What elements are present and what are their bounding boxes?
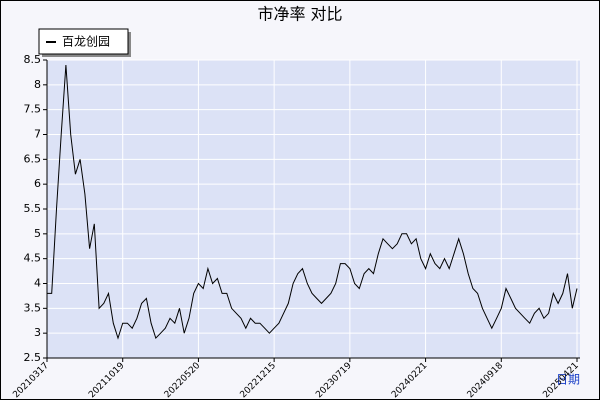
y-tick-label: 5 (34, 227, 41, 240)
y-tick-label: 2.5 (24, 351, 42, 364)
y-tick-label: 4 (34, 277, 41, 290)
legend-label: 百龙创园 (62, 35, 110, 49)
y-tick-label: 6.5 (24, 152, 42, 165)
y-tick-label: 7 (34, 128, 41, 141)
x-axis-label: 日期 (556, 373, 580, 387)
y-tick-label: 3 (34, 326, 41, 339)
y-tick-label: 6 (34, 177, 41, 190)
line (47, 64, 578, 340)
y-tick-label: 4.5 (24, 252, 42, 265)
legend (38, 28, 129, 55)
chart-title: 市净率 对比 (257, 5, 342, 24)
y-tick-label: 5.5 (24, 202, 42, 215)
y-tick-label: 8 (34, 78, 41, 91)
y-tick-label: 3.5 (24, 301, 42, 314)
y-tick-label: 7.5 (24, 103, 42, 116)
y-tick-label: 8.5 (24, 53, 42, 66)
